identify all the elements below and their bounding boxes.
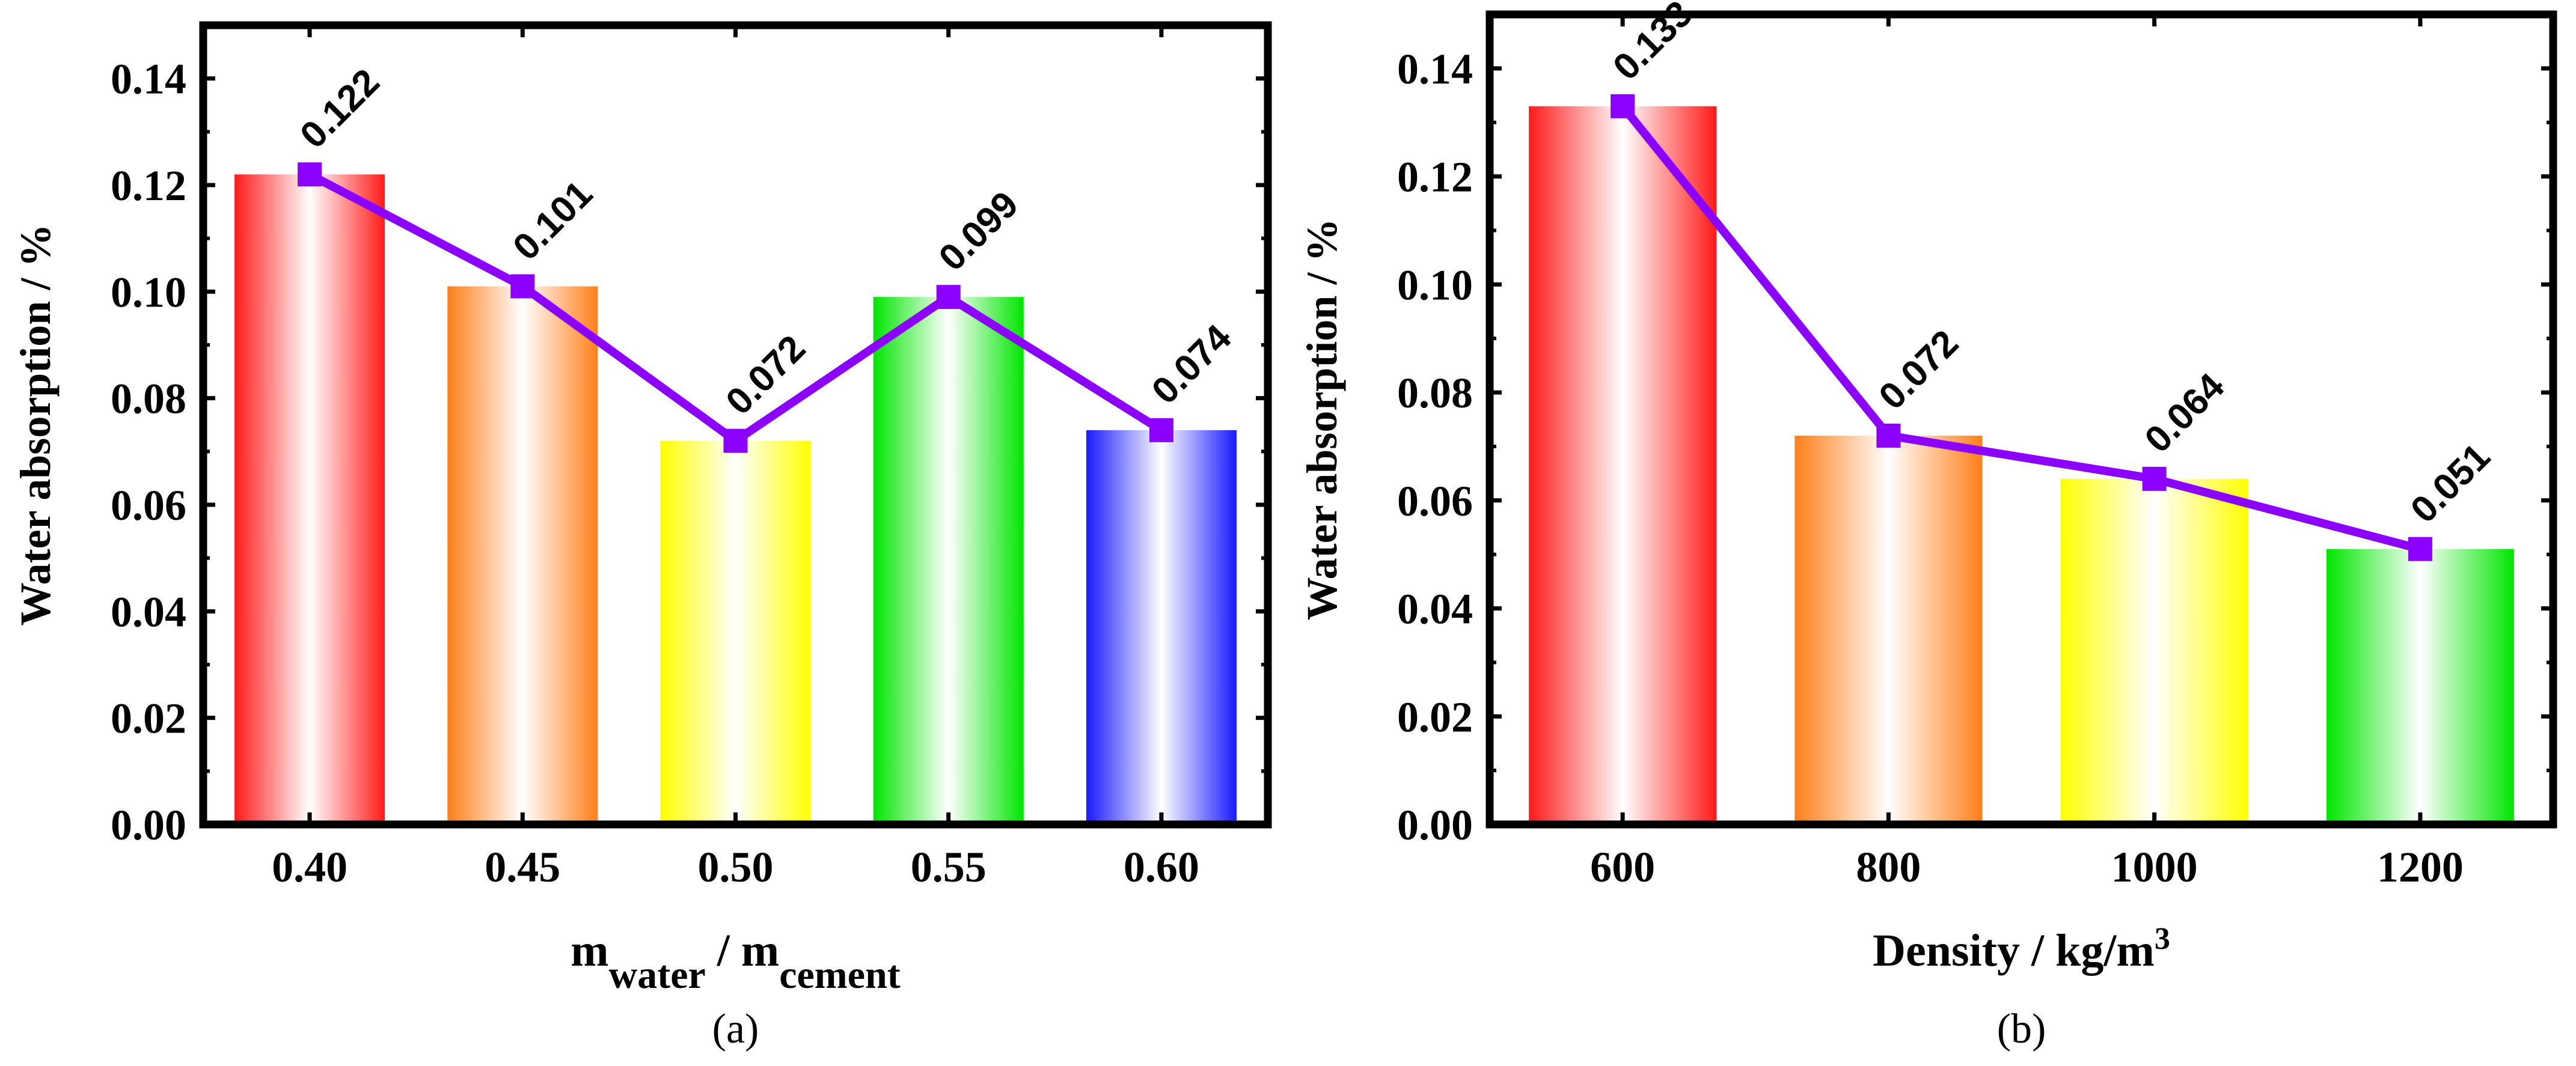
chart-panel-a: 0.00 0.02 0.04 0.06 0.08 0.10 0.12 0.14 0.40 0.45…: [11, 21, 1272, 1052]
chart-a-bar-0-55: [873, 297, 1024, 824]
chart-a-bar-0-60: [1086, 430, 1237, 824]
chart-a-data-label: 0.101: [505, 173, 601, 269]
chart-b-data-label: 0.051: [2403, 436, 2498, 531]
chart-a-data-label: 0.099: [931, 184, 1027, 279]
chart-a-data-label: 0.122: [292, 61, 388, 157]
chart-a-y-tick-label: 0.10: [111, 268, 186, 316]
chart-a-point: [936, 285, 961, 309]
chart-a-point: [298, 162, 322, 187]
chart-b-y-tick-label: 0.14: [1397, 45, 1473, 93]
chart-panel-b: 0.00 0.02 0.04 0.06 0.08 0.10 0.12 0.14 600 800 10…: [1288, 0, 2576, 1066]
chart-a-y-tick-label: 0.12: [111, 162, 186, 210]
chart-a-svg: 0.00 0.02 0.04 0.06 0.08 0.10 0.12 0.14 0.40 0.45…: [11, 21, 1272, 1052]
chart-a-bar-0-50: [660, 440, 811, 824]
chart-b-x-tick-label: 1000: [2111, 843, 2198, 891]
chart-b-svg: 0.00 0.02 0.04 0.06 0.08 0.10 0.12 0.14 600 800 10…: [1298, 0, 2557, 1052]
chart-b-y-tick-label: 0.06: [1397, 477, 1473, 525]
chart-b-panel-caption: (b): [1997, 1006, 2046, 1052]
chart-b-data-label: 0.072: [1871, 322, 1966, 418]
chart-a-y-tick-label: 0.02: [111, 695, 186, 743]
chart-a-point: [723, 428, 748, 453]
chart-b-x-axis-title: Density / kg/m3: [1873, 922, 2170, 976]
chart-a-y-tick-label: 0.04: [111, 588, 186, 636]
chart-a-bar-0-45: [447, 286, 598, 824]
chart-b-x-tick-label: 800: [1856, 843, 1921, 891]
chart-b-y-tick-label: 0.04: [1397, 585, 1473, 633]
chart-a-data-label: 0.072: [718, 327, 814, 423]
chart-b-frame: [1485, 10, 2557, 829]
chart-a-data-label: 0.074: [1144, 317, 1240, 412]
chart-b-y-tick-label: 0.00: [1397, 801, 1473, 849]
chart-a-x-axis-title: mwater / mcement: [571, 925, 901, 997]
chart-b-bar-800: [1794, 435, 1983, 824]
chart-b-point: [1876, 423, 1901, 448]
chart-b-bar-1200: [2326, 549, 2514, 824]
chart-b-y-tick-label: 0.12: [1397, 153, 1473, 201]
chart-b-point: [2408, 537, 2432, 561]
chart-a-x-tick-label: 0.40: [272, 843, 347, 891]
chart-b-point: [1611, 94, 1635, 118]
chart-a-y-tick-label: 0.00: [111, 801, 186, 849]
chart-a-y-tick-label: 0.08: [111, 375, 186, 423]
chart-b-point: [2142, 466, 2167, 491]
chart-b-data-label: 0.064: [2137, 365, 2233, 461]
chart-b-y-tick-label: 0.10: [1397, 261, 1473, 309]
chart-a-panel-caption: (a): [712, 1006, 759, 1052]
chart-b-bar-1000: [2060, 478, 2248, 824]
chart-b-bar-600: [1529, 106, 1717, 825]
chart-b-y-tick-label: 0.08: [1397, 369, 1473, 417]
chart-b-x-tick-label: 1200: [2377, 843, 2464, 891]
chart-b-y-tick-label: 0.02: [1397, 693, 1473, 741]
chart-a-point: [510, 274, 535, 299]
chart-a-x-tick-label: 0.45: [485, 843, 560, 891]
chart-a-x-tick-label: 0.60: [1124, 843, 1199, 891]
chart-a-y-axis-title: Water absorption / %: [11, 224, 60, 626]
chart-a-x-tick-label: 0.55: [911, 843, 987, 891]
chart-a-bar-0-40: [234, 174, 385, 825]
chart-b-x-tick-label: 600: [1590, 843, 1655, 891]
chart-a-point: [1149, 418, 1173, 442]
chart-a-x-tick-label: 0.50: [698, 843, 774, 891]
chart-a-y-tick-label: 0.06: [111, 481, 186, 529]
chart-a-y-tick-label: 0.14: [111, 55, 186, 103]
chart-b-series-line: [1619, 103, 2422, 553]
chart-b-y-axis-title: Water absorption / %: [1298, 219, 1346, 621]
